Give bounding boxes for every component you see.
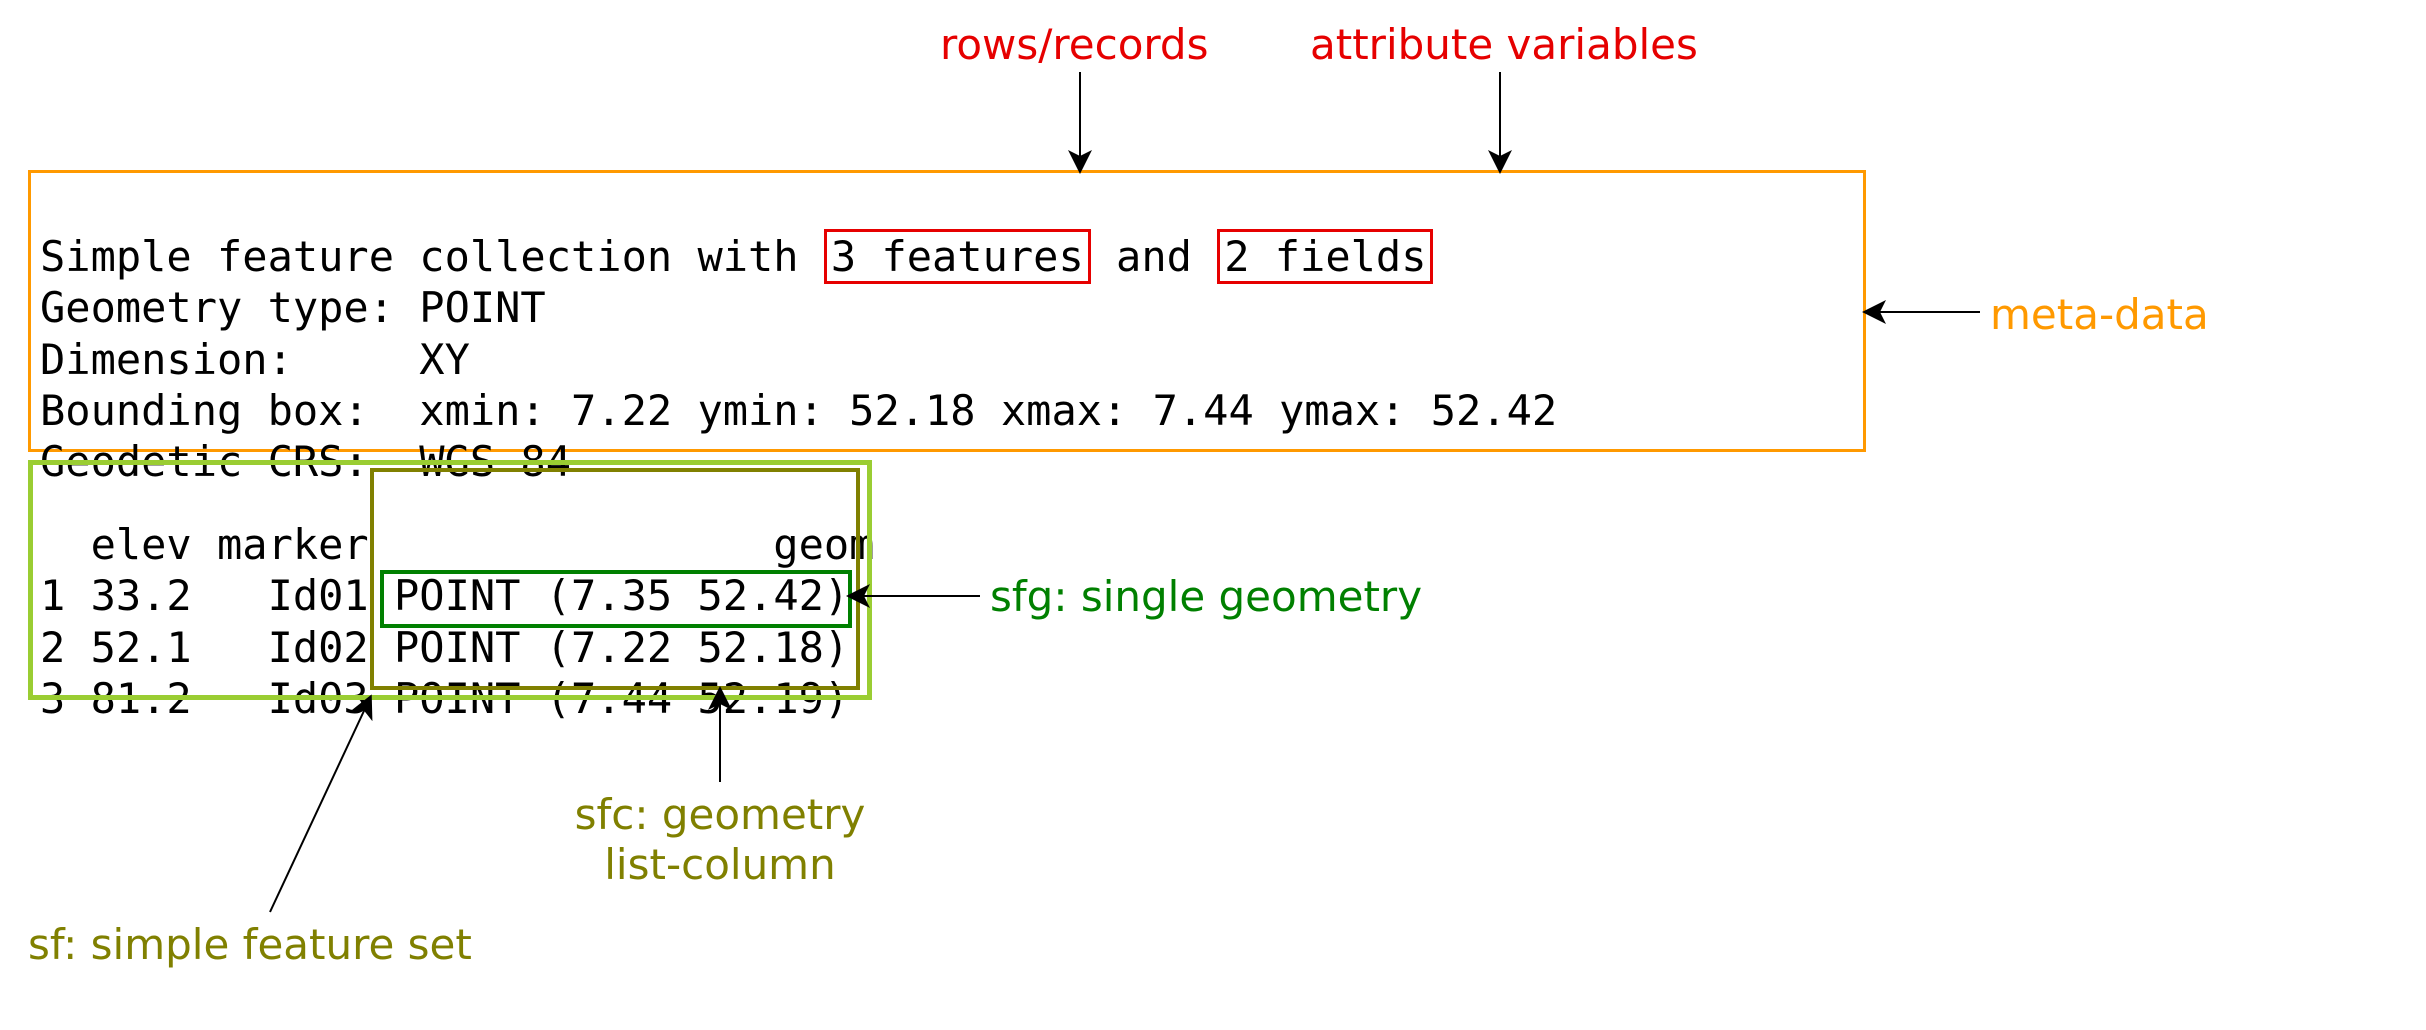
diagram-canvas: rows/records attribute variables Simple … bbox=[0, 0, 2426, 1030]
arrow-rows-records bbox=[0, 0, 2426, 1030]
